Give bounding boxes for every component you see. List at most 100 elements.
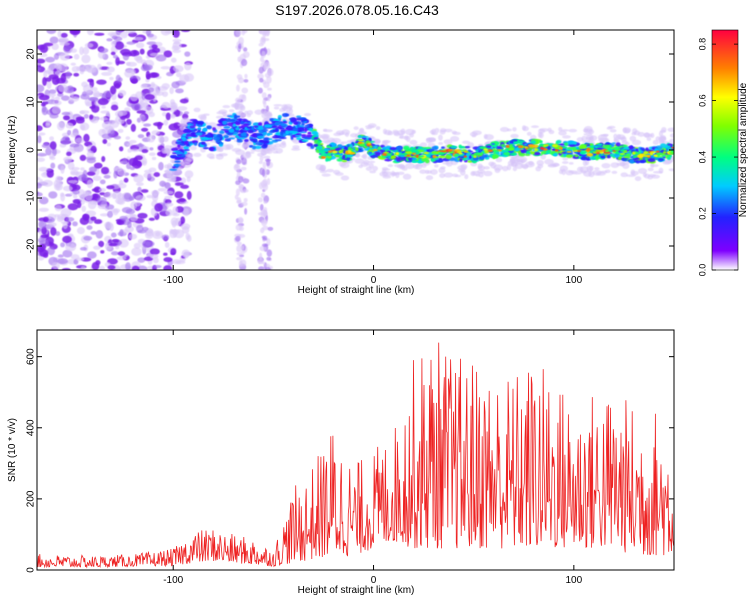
spectral-cell bbox=[435, 159, 443, 163]
spectral-cell bbox=[48, 89, 57, 95]
spectral-cell bbox=[247, 129, 254, 134]
spectral-cell bbox=[448, 151, 455, 154]
spectral-cell bbox=[72, 221, 78, 227]
spectral-cell bbox=[266, 48, 271, 56]
spectral-cell bbox=[261, 37, 266, 43]
spectral-cell bbox=[59, 38, 69, 42]
spectral-cell bbox=[131, 103, 141, 111]
spectral-cell bbox=[512, 127, 517, 132]
spectral-cell bbox=[170, 57, 177, 63]
spectral-cell bbox=[311, 130, 318, 134]
spectral-cell bbox=[110, 85, 117, 95]
spectral-cell bbox=[70, 171, 80, 176]
spectral-cell bbox=[59, 42, 71, 46]
spectral-cell bbox=[158, 134, 164, 144]
spectral-cell bbox=[163, 257, 173, 263]
spectral-cell bbox=[571, 147, 577, 151]
spectral-cell bbox=[341, 129, 351, 136]
spectral-cell bbox=[184, 128, 190, 132]
spectral-cell bbox=[530, 125, 540, 129]
spectral-cell bbox=[101, 133, 112, 139]
spectral-cell bbox=[243, 47, 248, 52]
spectral-cell bbox=[46, 80, 52, 89]
spectral-cell bbox=[357, 139, 364, 142]
spectral-cell bbox=[266, 249, 273, 257]
spectral-cell bbox=[262, 155, 271, 159]
spectral-cell bbox=[487, 149, 494, 153]
spectral-cell bbox=[46, 169, 54, 178]
spectral-cell bbox=[634, 176, 642, 182]
spectral-cell bbox=[499, 127, 510, 132]
spectral-cell bbox=[240, 132, 247, 137]
spectral-cell bbox=[522, 126, 529, 132]
spectral-cell bbox=[267, 95, 271, 102]
spectral-cell bbox=[296, 115, 302, 118]
spectral-cell bbox=[518, 152, 526, 157]
spectral-cell bbox=[386, 153, 392, 156]
spectral-cell bbox=[421, 158, 427, 162]
spectral-cell bbox=[241, 118, 247, 122]
spectral-cell bbox=[307, 131, 312, 135]
spectral-cell bbox=[82, 84, 93, 94]
spectral-cell bbox=[51, 262, 60, 270]
spectral-cell bbox=[151, 193, 159, 202]
spectral-cell bbox=[76, 227, 85, 235]
spectral-cell bbox=[54, 96, 61, 101]
spectral-cell bbox=[113, 135, 122, 140]
spectral-cell bbox=[137, 265, 148, 270]
spectral-cell bbox=[52, 100, 62, 106]
spectral-cell bbox=[155, 231, 161, 237]
y-tick-label: 400 bbox=[26, 419, 37, 436]
spectral-cell bbox=[582, 160, 588, 167]
spectral-cell bbox=[56, 121, 65, 131]
spectral-cell bbox=[419, 169, 427, 174]
spectral-cell bbox=[548, 129, 555, 135]
spectral-cell bbox=[181, 136, 186, 141]
spectral-cell bbox=[145, 241, 155, 247]
spectral-cell bbox=[441, 146, 445, 149]
spectral-cell bbox=[180, 184, 189, 189]
spectral-cell bbox=[500, 143, 505, 147]
spectral-cell bbox=[669, 133, 674, 138]
spectral-cell bbox=[405, 151, 412, 155]
spectral-cell bbox=[671, 146, 674, 149]
spectral-cell bbox=[89, 114, 94, 120]
spectral-cell bbox=[616, 134, 626, 140]
spectral-cell bbox=[219, 130, 225, 135]
spectral-cell bbox=[126, 61, 138, 67]
spectral-cell bbox=[586, 165, 593, 173]
spectral-cell bbox=[261, 219, 268, 227]
spectral-cell bbox=[535, 166, 542, 172]
spectral-cell bbox=[233, 164, 241, 171]
spectral-cell bbox=[266, 158, 271, 167]
spectral-cell bbox=[118, 146, 124, 152]
spectral-cell bbox=[387, 164, 394, 168]
spectral-cell bbox=[267, 226, 274, 231]
spectral-cell bbox=[371, 154, 379, 157]
spectral-cell bbox=[49, 156, 56, 161]
spectral-cell bbox=[103, 192, 113, 199]
spectral-cell bbox=[79, 110, 85, 115]
spectral-cell bbox=[112, 54, 118, 59]
spectral-cell bbox=[396, 164, 406, 169]
spectral-cell bbox=[134, 201, 141, 207]
spectral-cell bbox=[620, 172, 628, 178]
y-tick-label: 200 bbox=[26, 490, 37, 507]
spectral-cell bbox=[267, 87, 272, 91]
spectral-cell bbox=[640, 150, 644, 153]
spectral-cell bbox=[305, 134, 313, 138]
spectral-cell bbox=[517, 145, 524, 149]
spectral-cell bbox=[135, 143, 145, 148]
spectral-cell bbox=[133, 174, 144, 183]
spectral-cell bbox=[141, 157, 148, 166]
spectral-cell bbox=[71, 66, 80, 73]
spectral-cell bbox=[216, 111, 227, 115]
spectral-cell bbox=[372, 145, 378, 148]
spectral-cell bbox=[297, 117, 304, 120]
spectral-cell bbox=[135, 182, 144, 187]
spectral-cell bbox=[49, 113, 59, 119]
spectral-cell bbox=[450, 136, 460, 142]
spectral-cell bbox=[647, 158, 656, 163]
spectral-cell bbox=[326, 145, 331, 148]
spectral-cell bbox=[477, 165, 486, 171]
